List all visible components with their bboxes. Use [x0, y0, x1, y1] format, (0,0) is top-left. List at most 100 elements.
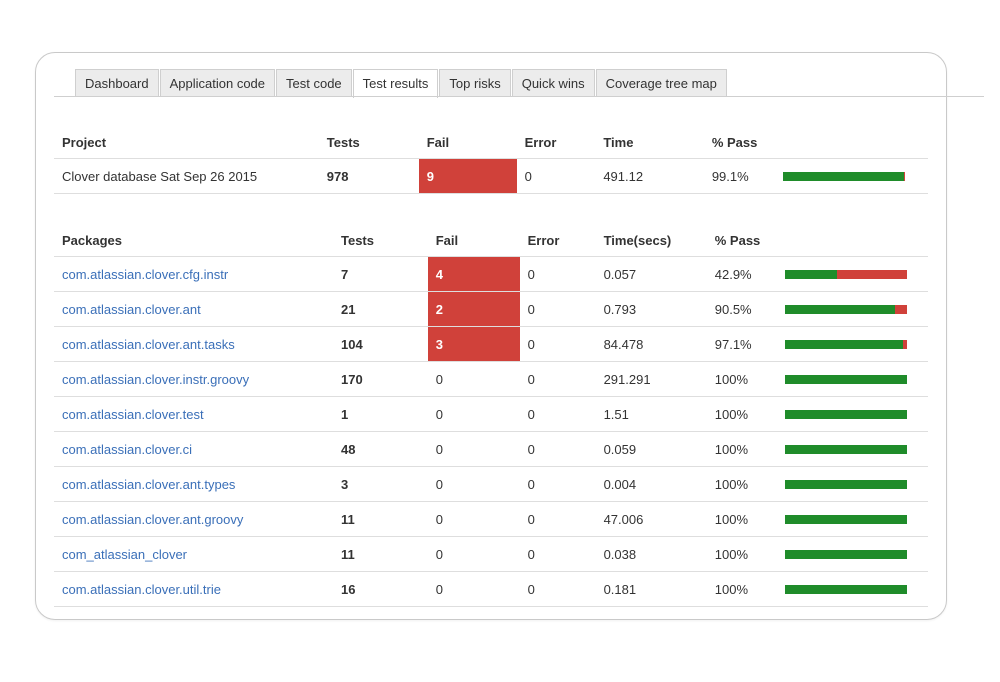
package-pass: 100% — [706, 501, 777, 537]
column-header-pass: % Pass — [711, 134, 758, 150]
package-link[interactable]: com.atlassian.clover.cfg.instr — [62, 266, 229, 282]
package-fail: 0 — [427, 536, 520, 572]
column-header-packages: Packages — [62, 232, 122, 248]
package-tests: 7 — [332, 256, 428, 292]
package-fail: 0 — [427, 466, 520, 502]
package-pass-bar-cell — [776, 396, 928, 432]
column-header-time: Time — [603, 134, 634, 150]
column-header-error: Error — [524, 134, 557, 150]
pass-bar — [784, 584, 907, 594]
column-header-pass-bar — [777, 224, 928, 257]
column-header-pass: % Pass — [714, 232, 761, 248]
package-name-cell: com.atlassian.clover.util.trie — [54, 571, 333, 607]
pass-bar — [784, 549, 907, 559]
tab-application-code[interactable]: Application code — [159, 69, 276, 96]
package-link[interactable]: com.atlassian.clover.ant.types — [62, 476, 236, 492]
table-row: com.atlassian.clover.cfg.instr 7 4 0 0.057 42… — [54, 256, 928, 292]
package-link[interactable]: com.atlassian.clover.instr.groovy — [62, 371, 250, 387]
package-tests: 104 — [332, 326, 428, 362]
package-pass-bar-cell — [776, 501, 928, 537]
package-error: 0 — [519, 256, 596, 292]
pass-bar — [784, 514, 907, 524]
table-header-row: Packages Tests Fail Error Time(secs) % P… — [54, 224, 928, 257]
package-link[interactable]: com.atlassian.clover.ant.tasks — [62, 336, 235, 352]
tab-coverage-tree-map[interactable]: Coverage tree map — [595, 69, 727, 96]
package-pass: 100% — [706, 571, 777, 607]
tab-test-results[interactable]: Test results — [352, 69, 439, 98]
tab-quick-wins[interactable]: Quick wins — [511, 69, 595, 96]
pass-bar-fill — [783, 171, 905, 181]
column-header-tests: Tests — [326, 134, 360, 150]
package-time: 291.291 — [595, 361, 707, 397]
pass-bar — [784, 479, 907, 489]
package-tests: 21 — [332, 291, 428, 327]
package-error: 0 — [519, 396, 596, 432]
package-link[interactable]: com.atlassian.clover.ant — [62, 301, 201, 317]
package-name-cell: com.atlassian.clover.ci — [54, 431, 333, 467]
package-tests: 11 — [332, 501, 428, 537]
package-time: 84.478 — [595, 326, 707, 362]
package-link[interactable]: com.atlassian.clover.test — [62, 406, 204, 422]
package-pass: 100% — [706, 466, 777, 502]
pass-bar-fill — [784, 339, 904, 349]
package-link[interactable]: com_atlassian_clover — [62, 546, 188, 562]
package-time: 0.057 — [595, 256, 707, 292]
tab-top-risks[interactable]: Top risks — [439, 69, 511, 96]
package-name-cell: com_atlassian_clover — [54, 536, 333, 572]
package-pass-bar-cell — [776, 466, 928, 502]
project-row: Clover database Sat Sep 26 2015 978 9 0 … — [54, 158, 928, 194]
pass-bar-fill — [784, 269, 837, 279]
table-row: com.atlassian.clover.util.trie 16 0 0 0.181 1… — [54, 571, 928, 607]
package-tests: 1 — [332, 396, 428, 432]
package-error: 0 — [519, 361, 596, 397]
project-fail: 9 — [418, 158, 517, 194]
package-tests: 170 — [332, 361, 428, 397]
pass-bar — [784, 374, 907, 384]
package-pass: 100% — [706, 536, 777, 572]
column-header-fail: Fail — [435, 232, 459, 248]
package-pass-bar-cell — [776, 431, 928, 467]
project-pass-bar-cell — [775, 158, 928, 194]
package-tests: 3 — [332, 466, 428, 502]
project-tests: 978 — [318, 158, 419, 194]
package-name-cell: com.atlassian.clover.ant — [54, 291, 333, 327]
package-error: 0 — [519, 431, 596, 467]
packages-table-body: com.atlassian.clover.cfg.instr 7 4 0 0.057 42… — [54, 256, 928, 607]
tab-test-code[interactable]: Test code — [276, 69, 352, 96]
package-name-cell: com.atlassian.clover.ant.groovy — [54, 501, 333, 537]
package-pass: 100% — [706, 361, 777, 397]
pass-bar-fill — [784, 304, 896, 314]
package-time: 47.006 — [595, 501, 707, 537]
package-error: 0 — [519, 291, 596, 327]
package-tests: 11 — [332, 536, 428, 572]
package-fail: 0 — [427, 396, 520, 432]
pass-bar — [784, 304, 907, 314]
pass-bar — [783, 171, 906, 181]
package-pass: 90.5% — [706, 291, 777, 327]
package-time: 0.004 — [595, 466, 707, 502]
package-fail: 0 — [427, 431, 520, 467]
package-fail: 0 — [427, 361, 520, 397]
package-link[interactable]: com.atlassian.clover.ant.groovy — [62, 511, 244, 527]
column-header-pass-bar — [775, 126, 928, 159]
column-header-project: Project — [62, 134, 107, 150]
tab-divider — [54, 96, 984, 97]
package-link[interactable]: com.atlassian.clover.ci — [62, 441, 193, 457]
tab-bar: Dashboard Application code Test code Tes… — [75, 69, 728, 98]
pass-bar-fill — [784, 409, 907, 419]
tab-dashboard[interactable]: Dashboard — [75, 69, 159, 96]
package-error: 0 — [519, 571, 596, 607]
project-pass: 99.1% — [703, 158, 776, 194]
packages-table: Packages Tests Fail Error Time(secs) % P… — [54, 224, 928, 607]
package-pass-bar-cell — [776, 361, 928, 397]
pass-bar-fill — [784, 444, 907, 454]
package-time: 0.059 — [595, 431, 707, 467]
table-row: com.atlassian.clover.ci 48 0 0 0.059 100% — [54, 431, 928, 467]
package-pass-bar-cell — [776, 326, 928, 362]
table-row: com.atlassian.clover.ant.tasks 104 3 0 84.47… — [54, 326, 928, 362]
package-link[interactable]: com.atlassian.clover.util.trie — [62, 581, 221, 597]
table-row: com.atlassian.clover.test 1 0 0 1.51 100% — [54, 396, 928, 432]
table-row: com.atlassian.clover.ant 21 2 0 0.793 90.5% — [54, 291, 928, 327]
package-error: 0 — [519, 466, 596, 502]
package-fail: 2 — [427, 291, 520, 327]
